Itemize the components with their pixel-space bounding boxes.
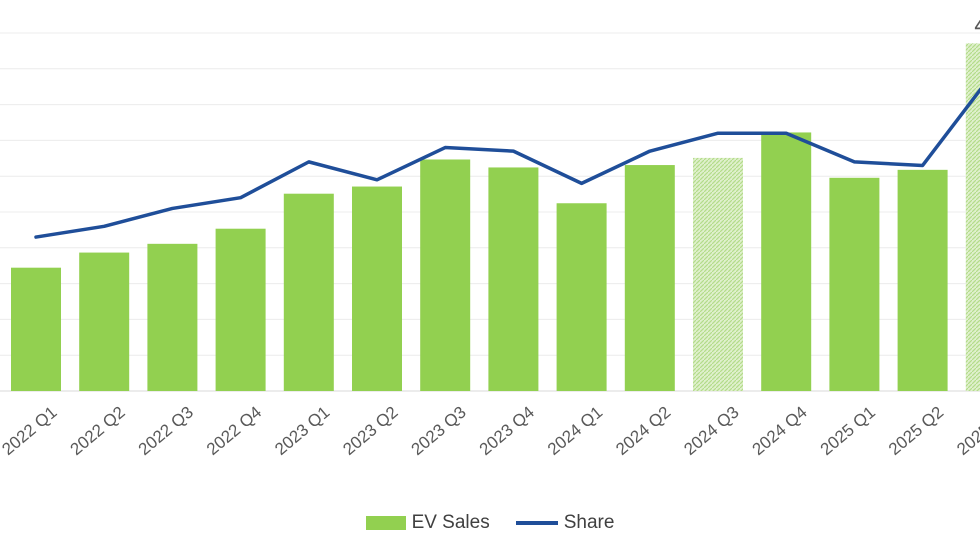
x-tick-label: 2024 Q3 [680,403,742,459]
legend-label-share: Share [563,512,615,533]
bar [897,169,948,391]
bar [624,165,675,391]
bar [829,177,880,391]
x-tick-label: 2025 Q2 [885,403,947,459]
bar [761,132,812,391]
x-tick-label: 2024 Q2 [612,403,674,459]
bar [147,243,198,391]
legend-swatch-share [515,521,558,525]
bar [79,252,130,391]
line-series [34,87,980,239]
x-tick-label: 2022 Q3 [135,403,197,459]
x-tick-label: 2025 Q1 [817,403,879,459]
x-tick-label: 2023 Q3 [408,403,470,459]
bar [215,228,266,391]
x-tick-label: 2025 Q3 [953,403,980,459]
x-axis-tick-labels: 2022 Q1 2022 Q2 2022 Q3 2022 Q4 2023 Q1 2023 … [0,403,980,459]
x-tick-label: 2023 Q1 [271,403,333,459]
bar [283,193,334,391]
bar-series [11,43,980,391]
legend-label-ev-sales: EV Sales [411,512,490,533]
x-tick-label: 2022 Q4 [203,403,265,459]
data-labels: 437 [975,16,980,35]
legend: EV Sales Share [0,512,980,534]
data-label: 437 [975,16,980,35]
bar [11,267,61,391]
legend-item-share: Share [515,512,615,534]
x-tick-label: 2024 Q4 [749,403,811,459]
x-tick-label: 2024 Q1 [544,403,606,459]
x-tick-label: 2022 Q1 [0,403,61,459]
bar-projected [965,43,980,391]
bar [420,159,471,391]
bar [352,186,402,391]
bar-projected [693,157,743,391]
bar [488,167,539,391]
legend-swatch-ev-sales [365,516,406,530]
x-tick-label: 2022 Q2 [67,403,129,459]
legend-item-ev-sales: EV Sales [365,512,490,534]
x-tick-label: 2023 Q2 [339,403,401,459]
bar [556,203,607,391]
x-tick-label: 2023 Q4 [476,403,538,459]
